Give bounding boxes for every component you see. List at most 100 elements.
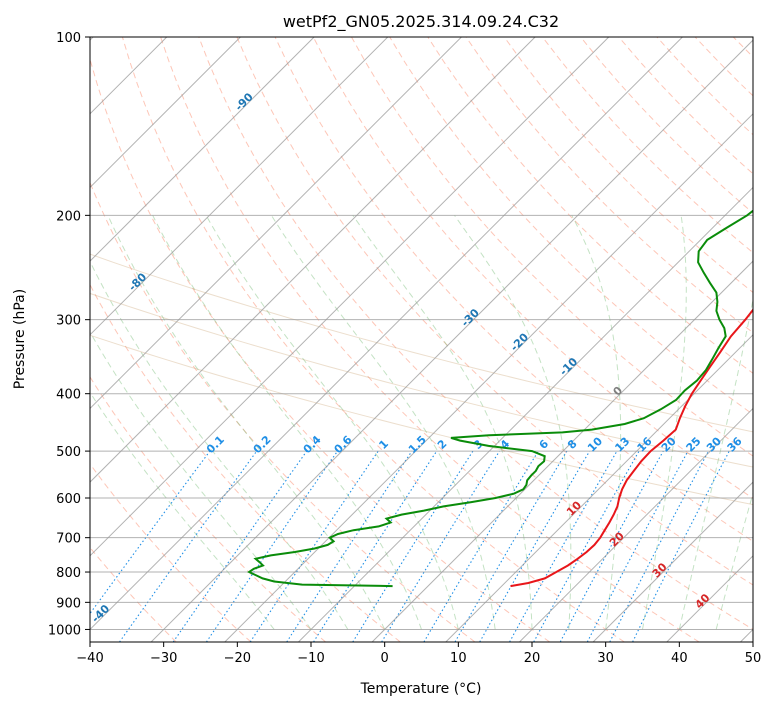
x-tick-label: −40 [76,651,103,666]
background-lines [90,37,775,642]
isotherm-line [592,481,753,642]
dry-adiabat [90,57,550,642]
mixing-ratio-label: 0.1 [204,433,227,456]
y-tick-label: 100 [56,31,81,46]
isotherm-label: 30 [650,560,670,580]
isotherm-label: -40 [89,602,112,625]
isotherm-label: -70 [20,450,43,473]
isotherm-line [298,186,753,642]
x-tick-label: −20 [224,651,251,666]
dry-adiabat [503,37,753,294]
y-tick-label: 400 [56,388,81,403]
y-tick-label: 500 [56,445,81,460]
y-tick-label: 700 [56,532,81,547]
dry-adiabat [351,37,753,457]
x-axis-label: Temperature (°C) [360,681,482,697]
isotherm-line [371,260,753,642]
mixing-ratio-line [286,450,413,642]
y-tick-label: 1000 [48,623,81,638]
mixing-ratio-line [90,450,211,615]
mixing-ratio-label: 0.2 [251,433,274,456]
isotherm-line [519,407,753,642]
mixing-ratio-line [586,450,689,642]
moist-adiabat [107,215,386,630]
dry-adiabat [694,37,753,97]
mixing-ratio-label: 0.6 [332,433,355,456]
isotherm-line [90,37,241,189]
isotherm-label: 40 [693,591,713,611]
isotherm-line [224,113,753,642]
moist-adiabat [90,330,312,630]
y-tick-label: 600 [56,492,81,507]
chart-title: wetPf2_GN05.2025.314.09.24.C32 [283,12,559,32]
moist-adiabat [571,215,622,630]
axes: −40 −30 −20 −10 0 10 20 30 40 5010020030040050060… [48,31,761,666]
mixing-ratio-line [533,450,640,642]
mixing-ratio-line [423,450,539,642]
y-tick-label: 200 [56,209,81,224]
dry-adiabat [236,37,753,586]
moist-adiabat [152,215,422,630]
dry-adiabat [198,37,753,630]
x-tick-label: 0 [381,651,389,666]
moist-adiabat [90,260,349,630]
isotherm-line [90,37,536,483]
dry-adiabat [274,37,753,542]
isotherm-label: 20 [607,529,627,549]
dry-adiabat [121,37,625,642]
isotherm-label: -20 [508,330,531,353]
dry-adiabat [542,37,753,254]
isotherm-line [90,37,389,336]
mixing-ratio-line [559,450,664,642]
mixing-ratio-line [352,450,474,642]
isotherm-line [90,37,315,262]
mixing-ratio-label: 0.4 [301,433,324,456]
isotherm-line [150,39,753,642]
mixing-ratio-line [313,450,438,642]
temperature-line [510,308,753,588]
background-curve [90,253,753,433]
dry-adiabat [90,283,401,642]
isotherm-line [445,334,753,642]
mixing-ratio-line [119,450,258,642]
x-tick-label: 50 [745,651,762,666]
dewpoint-line [247,209,753,588]
x-tick-label: −30 [150,651,177,666]
dry-adiabat [90,462,252,642]
mixing-ratio-label: 6 [537,437,552,452]
y-tick-label: 900 [56,596,81,611]
isotherm-line [666,555,753,642]
mixing-ratio-line [249,450,379,642]
isotherm-line [90,37,462,410]
x-tick-label: 20 [524,651,541,666]
isotherm-label: 10 [564,498,584,518]
y-tick-label: 300 [56,314,81,329]
moist-adiabat [270,215,496,630]
isotherm-line [90,37,610,557]
y-tick-label: 800 [56,566,81,581]
mixing-ratio-label: 8 [565,437,580,452]
moist-adiabat [678,296,753,630]
dry-adiabat [772,37,775,642]
mixing-ratio-line [381,450,500,642]
x-tick-label: −10 [297,651,324,666]
x-tick-label: 10 [450,651,467,666]
plot-frame [89,36,754,643]
isotherm-label: -30 [459,306,482,329]
isotherm-label: -90 [233,90,256,113]
isotherm-label: -10 [557,355,580,378]
dry-adiabat [90,181,476,642]
y-axis-label: Pressure (hPa) [12,289,28,389]
isotherm-line [90,37,683,631]
background-curve [90,292,753,468]
mixing-ratio-line [632,450,730,642]
isotherm-label: -50 [15,602,38,625]
dry-adiabat [160,37,700,642]
dry-adiabat [312,37,753,499]
mixing-ratio-label: 1 [376,437,391,452]
mixing-ratio-label: 1.5 [406,433,429,456]
profile-series [247,209,753,588]
x-tick-label: 40 [671,651,688,666]
x-tick-label: 30 [597,651,614,666]
